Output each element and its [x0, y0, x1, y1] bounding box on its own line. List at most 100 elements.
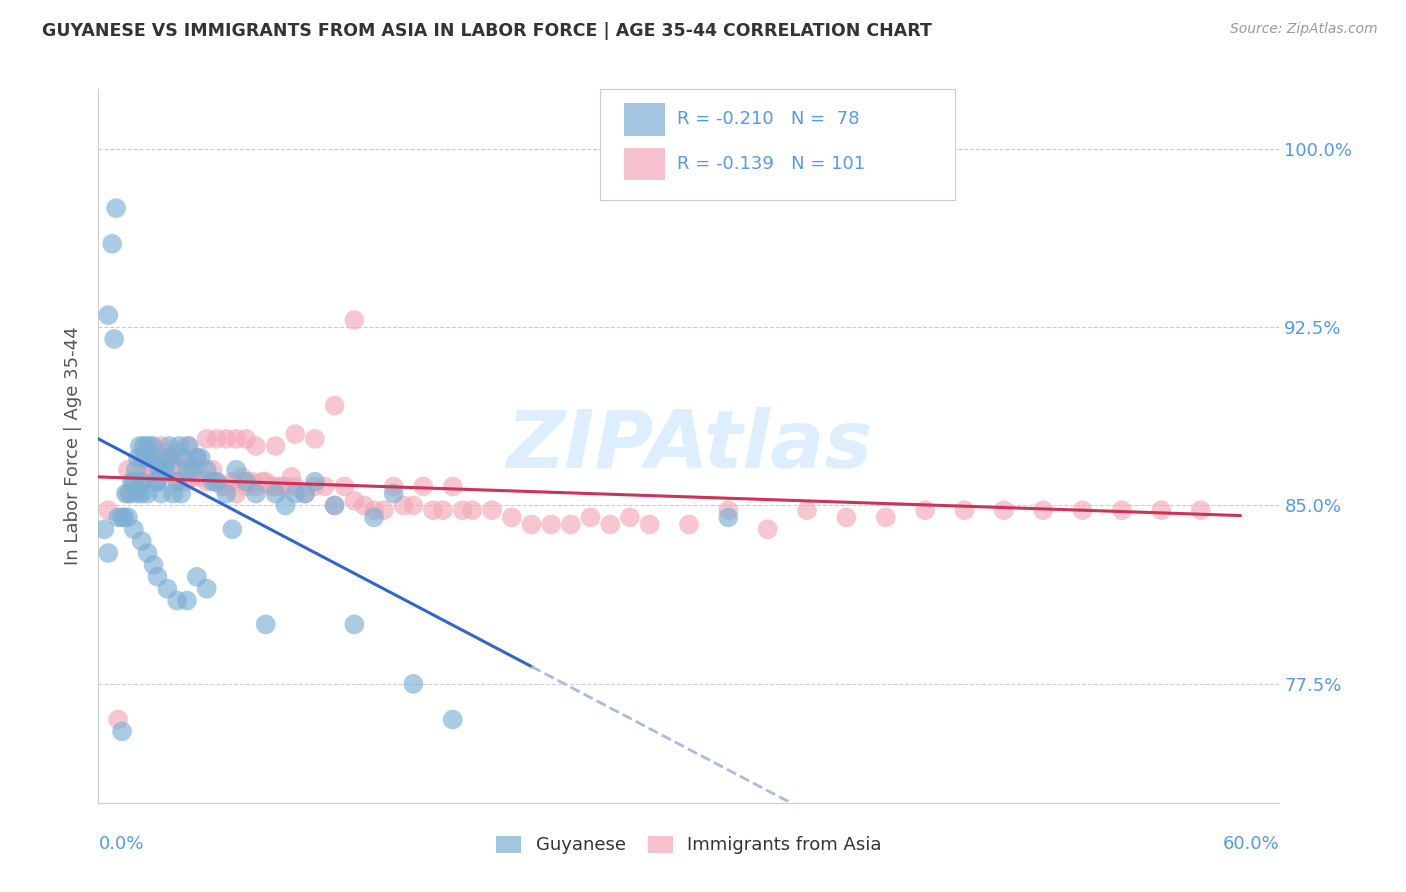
- Point: [343, 493, 366, 508]
- Point: [190, 450, 212, 465]
- Point: [451, 503, 474, 517]
- Point: [157, 456, 180, 470]
- Point: [177, 439, 200, 453]
- Text: R = -0.210   N =  78: R = -0.210 N = 78: [678, 111, 859, 128]
- Point: [353, 499, 375, 513]
- Point: [619, 510, 641, 524]
- Point: [157, 439, 180, 453]
- Point: [235, 479, 257, 493]
- Point: [520, 517, 543, 532]
- Point: [146, 475, 169, 489]
- Point: [294, 486, 316, 500]
- Point: [146, 475, 169, 489]
- Point: [136, 546, 159, 560]
- Text: GUYANESE VS IMMIGRANTS FROM ASIA IN LABOR FORCE | AGE 35-44 CORRELATION CHART: GUYANESE VS IMMIGRANTS FROM ASIA IN LABO…: [42, 22, 932, 40]
- Point: [186, 450, 208, 465]
- Point: [260, 479, 283, 493]
- Point: [441, 479, 464, 493]
- Point: [323, 399, 346, 413]
- Point: [231, 470, 253, 484]
- Point: [162, 463, 184, 477]
- Point: [240, 475, 263, 489]
- Point: [481, 503, 503, 517]
- Point: [172, 450, 194, 465]
- Point: [195, 432, 218, 446]
- Point: [111, 724, 134, 739]
- Point: [205, 432, 228, 446]
- Point: [156, 582, 179, 596]
- Point: [97, 308, 120, 322]
- Point: [382, 479, 405, 493]
- Point: [245, 486, 267, 500]
- Point: [284, 427, 307, 442]
- Point: [560, 517, 582, 532]
- Point: [540, 517, 562, 532]
- Point: [294, 486, 316, 500]
- Point: [117, 486, 139, 500]
- Point: [953, 503, 976, 517]
- Point: [156, 446, 179, 460]
- Text: Source: ZipAtlas.com: Source: ZipAtlas.com: [1230, 22, 1378, 37]
- Point: [195, 475, 218, 489]
- Point: [254, 475, 277, 489]
- Point: [225, 432, 247, 446]
- Point: [170, 486, 193, 500]
- Point: [176, 439, 198, 453]
- Point: [363, 510, 385, 524]
- Point: [402, 677, 425, 691]
- Point: [1150, 503, 1173, 517]
- Point: [274, 479, 297, 493]
- Point: [599, 517, 621, 532]
- Point: [101, 236, 124, 251]
- Point: [250, 475, 273, 489]
- Point: [142, 439, 165, 453]
- Text: 60.0%: 60.0%: [1223, 835, 1279, 853]
- Point: [131, 450, 153, 465]
- Point: [323, 499, 346, 513]
- Point: [215, 486, 238, 500]
- Point: [190, 470, 212, 484]
- Point: [432, 503, 454, 517]
- Point: [875, 510, 897, 524]
- Point: [333, 479, 356, 493]
- Point: [245, 439, 267, 453]
- Point: [501, 510, 523, 524]
- Point: [152, 463, 174, 477]
- Point: [170, 463, 193, 477]
- Point: [146, 570, 169, 584]
- Point: [225, 463, 247, 477]
- Point: [314, 479, 336, 493]
- Point: [166, 593, 188, 607]
- Point: [136, 486, 159, 500]
- Point: [1111, 503, 1133, 517]
- Point: [373, 503, 395, 517]
- Point: [304, 475, 326, 489]
- Point: [122, 522, 145, 536]
- Point: [201, 463, 224, 477]
- Point: [264, 486, 287, 500]
- Point: [205, 475, 228, 489]
- Point: [323, 499, 346, 513]
- Point: [176, 463, 198, 477]
- Point: [166, 475, 188, 489]
- Text: 0.0%: 0.0%: [98, 835, 143, 853]
- Point: [112, 510, 135, 524]
- Y-axis label: In Labor Force | Age 35-44: In Labor Force | Age 35-44: [65, 326, 83, 566]
- Point: [304, 479, 326, 493]
- FancyBboxPatch shape: [600, 89, 955, 200]
- Point: [254, 617, 277, 632]
- Point: [135, 463, 157, 477]
- Point: [166, 446, 188, 460]
- Point: [186, 470, 208, 484]
- Point: [181, 463, 204, 477]
- Point: [392, 499, 415, 513]
- Point: [150, 486, 173, 500]
- Point: [107, 510, 129, 524]
- Point: [156, 450, 179, 465]
- Point: [382, 486, 405, 500]
- Point: [211, 479, 233, 493]
- Point: [150, 439, 173, 453]
- Point: [638, 517, 661, 532]
- Point: [245, 479, 267, 493]
- Point: [441, 713, 464, 727]
